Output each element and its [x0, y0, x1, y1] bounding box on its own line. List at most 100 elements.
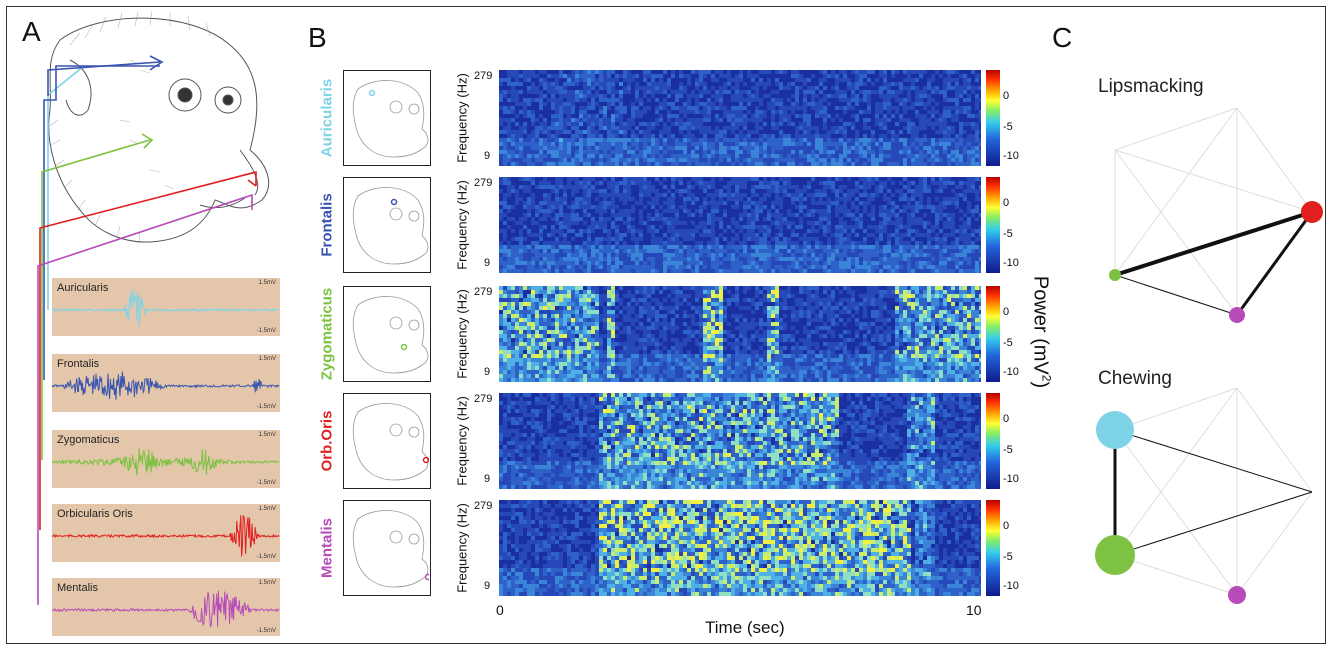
colorbar-tick: 0 [1003, 413, 1010, 425]
muscle-label-auricularis: Auricularis [318, 78, 336, 158]
node-mentalis [1228, 586, 1246, 604]
spectrogram-zygomaticus [499, 286, 981, 382]
colorbar-row-5 [986, 500, 1000, 596]
node-auricularis [1096, 411, 1134, 449]
network-lipsmacking [1109, 107, 1323, 323]
colorbar-tick: -5 [1003, 444, 1013, 456]
spectrogram-auricularis [499, 70, 981, 166]
emg-waveform [52, 288, 280, 327]
muscle-label-frontalis: Frontalis [318, 193, 336, 257]
node-mentalis [1229, 307, 1245, 323]
emg-scale-high: 1.5mV [258, 432, 276, 438]
colorbar-label: Power (mV2) [1029, 275, 1054, 389]
emg-name-auricularis: Auricularis [57, 282, 109, 294]
network-title-lipsmacking: Lipsmacking [1098, 76, 1204, 97]
colorbar-row-4 [986, 393, 1000, 489]
thumbnail-frontalis [343, 177, 431, 273]
spectrogram-orb-oris [499, 393, 981, 489]
muscle-label-mentalis: Mentalis [318, 517, 336, 579]
emg-trace-mentalis: Mentalis 1.5mV -1.5mV [52, 578, 280, 636]
network-title-chewing: Chewing [1098, 368, 1172, 389]
colorbar-tick: -5 [1003, 121, 1013, 133]
emg-trace-orbicularis-oris: Orbicularis Oris 1.5mV -1.5mV [52, 504, 280, 562]
thumbnail-zygomaticus [343, 286, 431, 382]
panel-a-letter: A [22, 16, 41, 47]
colorbar-tick: -10 [1003, 150, 1019, 162]
emg-scale-low: -1.5mV [256, 480, 276, 486]
monkey-thumbnail-icon [352, 403, 430, 481]
electrode-marker [424, 573, 432, 581]
emg-scale-low: -1.5mV [256, 628, 276, 634]
muscle-label-orb-oris: Orb.Oris [318, 410, 336, 472]
ytick-top: 279 [474, 500, 493, 512]
emg-name-mentalis: Mentalis [57, 582, 98, 594]
emg-waveform [52, 448, 280, 476]
electrode-marker [390, 198, 398, 206]
thumbnail-auricularis [343, 70, 431, 166]
emg-waveform [52, 371, 280, 400]
ylabel-row-1: Frequency (Hz) [454, 73, 470, 163]
node-zygomaticus [1109, 269, 1121, 281]
colorbar-row-2 [986, 177, 1000, 273]
colorbar-tick: 0 [1003, 520, 1010, 532]
emg-scale-low: -1.5mV [256, 404, 276, 410]
emg-scale-high: 1.5mV [258, 356, 276, 362]
ytick-top: 279 [474, 393, 493, 405]
ytick-bottom: 9 [484, 473, 491, 485]
monkey-thumbnail-icon [352, 510, 432, 588]
emg-trace-auricularis: Auricularis 1.5mV -1.5mV [52, 278, 280, 336]
ylabel-row-5: Frequency (Hz) [454, 503, 470, 593]
ytick-top: 279 [474, 177, 493, 189]
monkey-thumbnail-icon [352, 187, 429, 265]
electrode-marker [400, 343, 408, 351]
ylabel-row-3: Frequency (Hz) [454, 289, 470, 379]
monkey-thumbnail-icon [352, 296, 429, 374]
colorbar-row-1 [986, 70, 1000, 166]
colorbar-row-3 [986, 286, 1000, 382]
emg-scale-high: 1.5mV [258, 280, 276, 286]
electrode-marker [422, 456, 430, 464]
node-zygomaticus [1095, 535, 1135, 575]
ylabel-row-4: Frequency (Hz) [454, 396, 470, 486]
emg-name-zygomaticus: Zygomaticus [57, 434, 120, 446]
thumbnail-orb-oris [343, 393, 431, 489]
emg-name-orbicularis-oris: Orbicularis Oris [57, 508, 133, 520]
ytick-bottom: 9 [484, 366, 491, 378]
electrode-marker [368, 89, 376, 97]
xlabel: Time (sec) [705, 618, 785, 637]
panel-b-letter: B [308, 22, 327, 53]
emg-scale-low: -1.5mV [256, 328, 276, 334]
xtick-end: 10 [966, 602, 982, 618]
colorbar-tick: -5 [1003, 228, 1013, 240]
ytick-bottom: 9 [484, 580, 491, 592]
colorbar-tick: -10 [1003, 366, 1019, 378]
emg-trace-frontalis: Frontalis 1.5mV -1.5mV [52, 354, 280, 412]
ytick-bottom: 9 [484, 257, 491, 269]
emg-trace-zygomaticus: Zygomaticus 1.5mV -1.5mV [52, 430, 280, 488]
monkey-thumbnail-icon [352, 80, 429, 158]
colorbar-tick: -10 [1003, 580, 1019, 592]
emg-waveform [52, 590, 280, 628]
xtick-start: 0 [496, 602, 504, 618]
spectrogram-mentalis [499, 500, 981, 596]
ytick-top: 279 [474, 286, 493, 298]
figure-frame [6, 6, 1326, 644]
muscle-label-zygomaticus: Zygomaticus [318, 287, 336, 381]
colorbar-tick: 0 [1003, 306, 1010, 318]
colorbar-tick: 0 [1003, 90, 1010, 102]
panel-c-letter: C [1052, 22, 1073, 53]
colorbar-tick: -5 [1003, 551, 1013, 563]
ytick-bottom: 9 [484, 150, 491, 162]
colorbar-tick: -10 [1003, 257, 1019, 269]
monkey-head-illustration [37, 10, 270, 605]
spectrogram-frontalis [499, 177, 981, 273]
emg-waveform [52, 514, 280, 557]
ytick-top: 279 [474, 70, 493, 82]
colorbar-tick: -10 [1003, 473, 1019, 485]
ylabel-row-2: Frequency (Hz) [454, 180, 470, 270]
network-chewing [1095, 387, 1313, 604]
emg-name-frontalis: Frontalis [57, 358, 100, 370]
emg-scale-low: -1.5mV [256, 554, 276, 560]
colorbar-tick: -5 [1003, 337, 1013, 349]
thumbnail-mentalis [343, 500, 432, 596]
